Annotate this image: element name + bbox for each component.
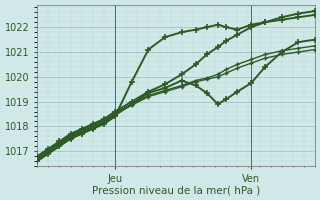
X-axis label: Pression niveau de la mer( hPa ): Pression niveau de la mer( hPa ) <box>92 185 260 195</box>
